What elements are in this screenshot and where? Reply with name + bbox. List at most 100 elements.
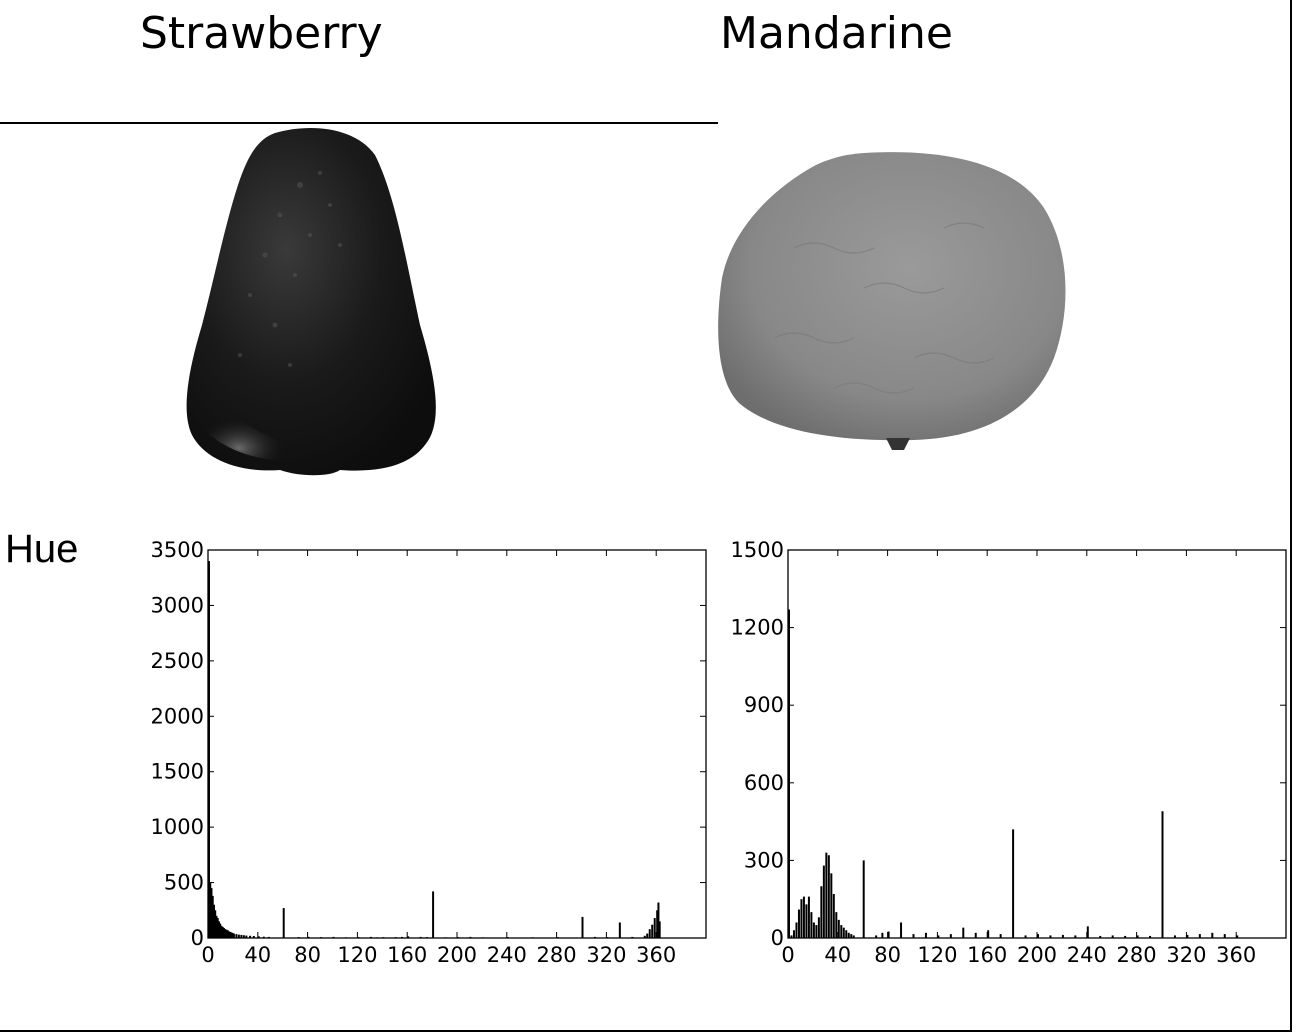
strawberry-bar	[210, 888, 213, 938]
bottom-separator-line	[0, 1030, 1292, 1032]
mandarine-bar	[1149, 935, 1152, 938]
mandarine-bar	[827, 855, 830, 938]
strawberry-bar	[631, 936, 634, 938]
mandarine-bar	[832, 894, 835, 938]
mandarine-bar	[1099, 935, 1102, 938]
mandarine-bar	[1161, 811, 1164, 938]
strawberry-y-tick-label: 1000	[151, 815, 204, 839]
mandarine-x-tick-label: 120	[917, 943, 957, 967]
strawberry-bar	[357, 937, 360, 938]
strawberry-column-title: Strawberry	[140, 8, 383, 59]
mandarine-bar	[835, 912, 838, 938]
strawberry-x-tick-label: 0	[201, 943, 214, 967]
mandarine-bar	[1111, 935, 1114, 938]
strawberry-bar	[618, 922, 621, 938]
mandarine-bar	[845, 930, 848, 938]
strawberry-bar	[249, 935, 252, 938]
mandarine-bar	[830, 873, 833, 938]
strawberry-y-tick-label: 1500	[151, 760, 204, 784]
strawberry-bar	[646, 933, 649, 938]
mandarine-image	[718, 152, 1066, 450]
strawberry-bar	[506, 937, 509, 938]
mandarine-bar	[1024, 935, 1027, 938]
strawberry-bar	[245, 935, 248, 938]
strawberry-bar	[332, 936, 335, 938]
strawberry-bar	[432, 891, 435, 938]
mandarine-bar	[790, 935, 793, 938]
strawberry-bar	[653, 918, 656, 938]
strawberry-x-tick-label: 240	[487, 943, 527, 967]
mandarine-bar	[949, 934, 952, 938]
strawberry-bar	[231, 933, 234, 938]
strawberry-bar	[226, 930, 229, 938]
strawberry-bar	[267, 936, 270, 938]
strawberry-bar	[581, 916, 584, 938]
strawberry-hue-histogram: 0 40 80 120 160 200 240 280 320 360 0 500 1000 1500 20…	[151, 538, 707, 967]
mandarine-x-tick-label: 40	[824, 943, 851, 967]
strawberry-y-tick-label: 3500	[151, 538, 204, 562]
strawberry-bar	[212, 904, 215, 938]
mandarine-y-tick-label: 900	[744, 693, 784, 717]
strawberry-x-tick-label: 120	[337, 943, 377, 967]
mandarine-bar	[810, 912, 813, 938]
strawberry-bar	[219, 923, 222, 938]
strawberry-bar	[651, 924, 654, 938]
mandarine-bar	[1186, 934, 1189, 938]
mandarine-bar	[1136, 935, 1139, 938]
strawberry-bar	[242, 935, 245, 938]
strawberry-bar	[307, 936, 310, 938]
mandarine-bar	[850, 934, 853, 938]
mandarine-x-tick-label: 160	[967, 943, 1007, 967]
strawberry-bar	[297, 937, 300, 938]
strawberry-image	[186, 128, 436, 476]
mandarine-column-title: Mandarine	[720, 8, 953, 59]
mandarine-bar	[1037, 934, 1039, 938]
strawberry-bar	[240, 934, 243, 938]
strawberry-bar	[656, 910, 659, 938]
strawberry-bar	[400, 936, 403, 938]
mandarine-bar	[837, 919, 840, 938]
strawberry-bar	[214, 910, 217, 938]
hue-row-label: Hue	[5, 527, 79, 571]
strawberry-bar	[606, 937, 609, 938]
mandarine-bar	[1074, 935, 1077, 938]
mandarine-bar	[1086, 926, 1089, 938]
mandarine-bar	[788, 609, 790, 938]
strawberry-bar	[235, 934, 238, 938]
mandarine-bar	[881, 932, 884, 938]
mandarine-bar	[802, 896, 805, 938]
strawberry-y-tick-label: 500	[164, 871, 204, 895]
strawberry-bar	[225, 929, 228, 938]
mandarine-bar	[1173, 935, 1176, 938]
mandarine-y-tick-label: 1500	[731, 538, 784, 562]
strawberry-bar	[369, 936, 372, 938]
strawberry-bar	[232, 933, 235, 938]
strawberry-bar	[658, 921, 661, 938]
strawberry-bar	[262, 936, 265, 938]
strawberry-x-tick-label: 200	[437, 943, 477, 967]
strawberry-bar	[657, 902, 660, 938]
strawberry-y-tick-label: 2500	[151, 649, 204, 673]
mandarine-bar	[999, 934, 1002, 938]
mandarine-bar	[795, 922, 798, 938]
mandarine-bar	[1211, 932, 1214, 938]
strawberry-x-tick-label: 40	[244, 943, 271, 967]
mandarine-bar	[887, 931, 890, 938]
mandarine-bar	[1124, 935, 1127, 938]
mandarine-bar	[962, 927, 965, 938]
strawberry-y-tick-label: 3000	[151, 593, 204, 617]
strawberry-bar	[257, 936, 260, 938]
strawberry-bar	[419, 936, 422, 938]
mandarine-x-tick-label: 240	[1067, 943, 1107, 967]
strawberry-y-tick-label: 0	[191, 926, 204, 950]
mandarine-bar	[862, 860, 865, 938]
mandarine-x-tick-label: 320	[1166, 943, 1206, 967]
mandarine-bar	[840, 925, 843, 938]
mandarine-x-tick-label: 200	[1017, 943, 1057, 967]
strawberry-bar	[229, 931, 232, 938]
strawberry-bar	[481, 937, 484, 938]
strawberry-bar	[407, 936, 410, 938]
strawberry-bar	[556, 937, 559, 938]
strawberry-bar	[643, 935, 646, 938]
strawberry-bar	[252, 936, 255, 938]
